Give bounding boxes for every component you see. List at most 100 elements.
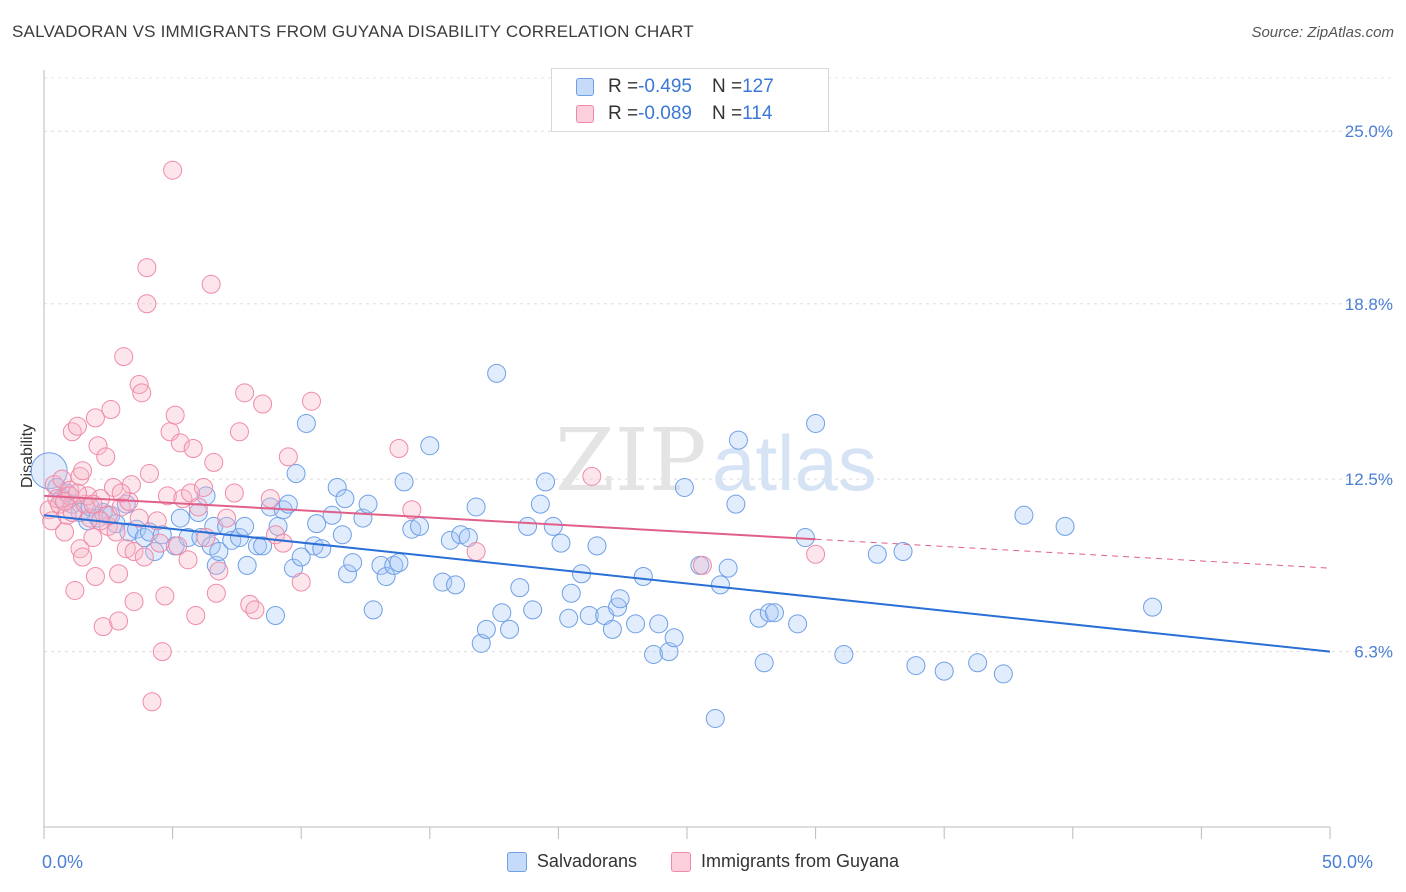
guyana-point: [389, 439, 409, 458]
guyana-point: [60, 480, 80, 500]
salvadoran-point: [337, 564, 357, 584]
guyana-point: [245, 600, 265, 620]
guyana-point: [278, 447, 298, 467]
guyana-point: [101, 400, 121, 420]
salvadoran-point: [705, 708, 725, 728]
salvadoran-point: [335, 489, 355, 509]
guyana-point: [193, 477, 213, 497]
salvadoran-point: [500, 619, 520, 639]
guyana-point: [73, 547, 93, 567]
legend-row-guyana: R = -0.089 N = 114: [576, 102, 772, 126]
y-tick-labels: 6.3% 12.5% 18.8% 25.0%: [1345, 122, 1393, 661]
guyana-point: [217, 508, 237, 528]
salvadoran-point: [235, 516, 255, 536]
correlation-legend: R = -0.495 N = 127 R = -0.089 N = 114: [551, 68, 829, 132]
guyana-point: [111, 497, 131, 517]
guyana-point: [206, 583, 226, 603]
salvadoran-point: [518, 516, 538, 536]
guyana-point: [224, 483, 244, 503]
guyana-point: [142, 692, 162, 712]
guyana-point: [291, 572, 311, 592]
guyana-point: [201, 274, 221, 294]
salvadoran-point: [968, 653, 988, 673]
trend-line-guyana: [43, 494, 816, 541]
x-tick-label-max: 50.0%: [1322, 852, 1374, 872]
salvadoran-point: [718, 558, 738, 578]
salvadoran-point: [1055, 516, 1075, 536]
salvadoran-point: [867, 544, 887, 564]
salvadoran-point: [420, 436, 440, 456]
y-tick-label: 12.5%: [1345, 470, 1393, 489]
guyana-point: [183, 439, 203, 458]
trend-line-salvadorans: [43, 514, 1331, 653]
salvadoran-point: [265, 605, 285, 625]
guyana-point: [260, 489, 280, 509]
guyana-point: [582, 466, 602, 486]
salvadoran-point: [446, 575, 466, 595]
y-tick-label: 25.0%: [1345, 122, 1393, 141]
guyana-point: [39, 500, 59, 520]
salvadoran-point: [237, 555, 257, 575]
trend-line-guyana-extension: [815, 538, 1331, 569]
salvadoran-point: [764, 603, 784, 623]
guyana-point: [301, 391, 321, 411]
guyana-point: [65, 580, 85, 600]
salvadoran-point: [710, 575, 730, 595]
guyana-point: [692, 555, 712, 575]
salvadoran-point: [728, 430, 748, 450]
salvadoran-point: [343, 553, 363, 573]
salvadoran-point: [834, 644, 854, 664]
y-tick-label: 6.3%: [1354, 643, 1393, 662]
legend-r-label: R =: [608, 76, 639, 97]
guyana-point: [85, 408, 105, 428]
salvadoran-point: [402, 519, 422, 539]
salvadoran-point: [610, 589, 630, 609]
salvadoran-point: [551, 533, 571, 553]
y-tick-label: 18.8%: [1345, 295, 1393, 314]
guyana-point: [152, 642, 172, 662]
salvadoran-point: [322, 505, 342, 525]
salvadoran-point: [602, 619, 622, 639]
guyana-point: [209, 561, 229, 581]
legend-swatch-blue: [506, 851, 527, 872]
guyana-point: [106, 522, 126, 542]
salvadoran-point: [579, 605, 599, 625]
guyana-point: [67, 416, 87, 436]
guyana-point: [134, 547, 154, 567]
guyana-point: [157, 486, 177, 506]
guyana-point: [240, 594, 260, 614]
guyana-point: [806, 544, 826, 564]
salvadoran-point: [376, 567, 396, 587]
salvadoran-point: [893, 541, 913, 561]
salvadoran-point: [492, 603, 512, 623]
series-guyana: [39, 160, 826, 712]
salvadoran-point: [476, 619, 496, 639]
salvadoran-point: [543, 516, 563, 536]
legend-r-value: -0.495: [638, 76, 692, 97]
chart-title: SALVADORAN VS IMMIGRANTS FROM GUYANA DIS…: [12, 22, 694, 41]
salvadoran-point: [394, 472, 414, 492]
guyana-point: [121, 475, 141, 495]
salvadoran-point: [307, 514, 327, 534]
guyana-point: [229, 422, 249, 442]
salvadoran-point: [327, 477, 347, 497]
salvadoran-point: [286, 464, 306, 484]
guyana-point: [83, 528, 103, 548]
salvadoran-point: [664, 628, 684, 648]
watermark-atlas: atlas: [712, 419, 877, 507]
salvadoran-point: [253, 536, 273, 556]
axes: [43, 70, 1331, 839]
guyana-point: [165, 405, 185, 425]
guyana-point: [114, 347, 134, 367]
guyana-point: [273, 533, 293, 553]
guyana-point: [253, 394, 273, 414]
salvadoran-point: [389, 553, 409, 573]
salvadoran-point: [523, 600, 543, 620]
guyana-point: [124, 541, 144, 561]
salvadoran-point: [410, 516, 430, 536]
salvadoran-point: [906, 656, 926, 676]
guyana-point: [150, 533, 170, 553]
legend-label: Immigrants from Guyana: [701, 851, 900, 871]
salvadoran-point: [644, 644, 664, 664]
salvadoran-point: [788, 614, 808, 634]
